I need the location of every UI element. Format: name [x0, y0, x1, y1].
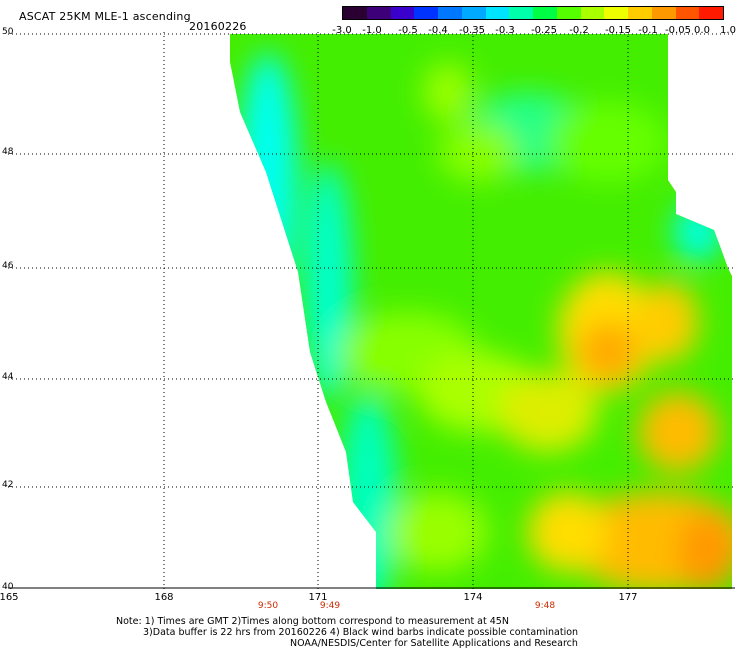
pass-time: 9:50	[257, 601, 279, 611]
pass-time: 9:48	[534, 601, 556, 611]
colorbar-swatch	[366, 7, 391, 19]
swath-map	[8, 32, 735, 589]
colorbar-swatch	[509, 7, 533, 19]
colorbar-swatch	[628, 7, 652, 19]
colorbar-swatch	[485, 7, 510, 19]
colorbar-swatch	[604, 7, 628, 19]
colorbar-swatch	[556, 7, 581, 19]
colorbar-label: -1.0	[362, 25, 382, 36]
product-date: 20160226	[189, 20, 247, 33]
pass-time: 9:49	[319, 601, 341, 611]
note-line-2: 3)Data buffer is 22 hrs from 20160226 4)…	[143, 627, 579, 638]
colorbar-labels: -3.0 -1.0 -0.5 -0.4 -0.35 -0.3 -0.25 -0.…	[330, 25, 736, 37]
colorbar	[342, 6, 724, 20]
product-title: ASCAT 25KM MLE-1 ascending	[19, 10, 191, 23]
colorbar-swatch	[675, 7, 700, 19]
colorbar-label: 0.0	[694, 25, 710, 36]
colorbar-swatch	[438, 7, 462, 19]
lon-label: 177	[618, 592, 638, 603]
colorbar-label: -0.2	[569, 25, 589, 36]
colorbar-swatch	[533, 7, 557, 19]
colorbar-label: -0.5	[398, 25, 418, 36]
lat-lon-grid	[8, 32, 735, 589]
lat-label: 48	[2, 147, 14, 157]
colorbar-label: -0.15	[605, 25, 631, 36]
lat-label: 40	[2, 582, 14, 592]
colorbar-label: -0.05	[665, 25, 691, 36]
colorbar-swatch	[699, 7, 723, 19]
lon-label: 165	[0, 592, 19, 603]
colorbar-label: -0.1	[638, 25, 658, 36]
colorbar-swatch	[343, 7, 367, 19]
colorbar-label: 1.0	[720, 25, 736, 36]
lat-label: 42	[2, 480, 14, 490]
colorbar-swatch	[390, 7, 415, 19]
lon-label: 168	[154, 592, 174, 603]
lon-label: 171	[308, 592, 328, 603]
colorbar-swatch	[461, 7, 486, 19]
note-line-3: NOAA/NESDIS/Center for Satellite Applica…	[290, 638, 578, 649]
note-line-1: Note: 1) Times are GMT 2)Times along bot…	[116, 616, 509, 627]
colorbar-label: -0.35	[459, 25, 485, 36]
colorbar-label: -0.4	[428, 25, 448, 36]
colorbar-swatch	[580, 7, 605, 19]
lat-label: 50	[2, 27, 14, 37]
lon-label: 174	[463, 592, 483, 603]
colorbar-swatch	[414, 7, 438, 19]
lat-label: 44	[2, 372, 14, 382]
colorbar-swatch	[651, 7, 676, 19]
colorbar-label: -0.25	[531, 25, 557, 36]
lat-label: 46	[2, 261, 14, 271]
colorbar-label: -0.3	[495, 25, 515, 36]
colorbar-label: -3.0	[332, 25, 352, 36]
wind-field	[230, 34, 732, 589]
